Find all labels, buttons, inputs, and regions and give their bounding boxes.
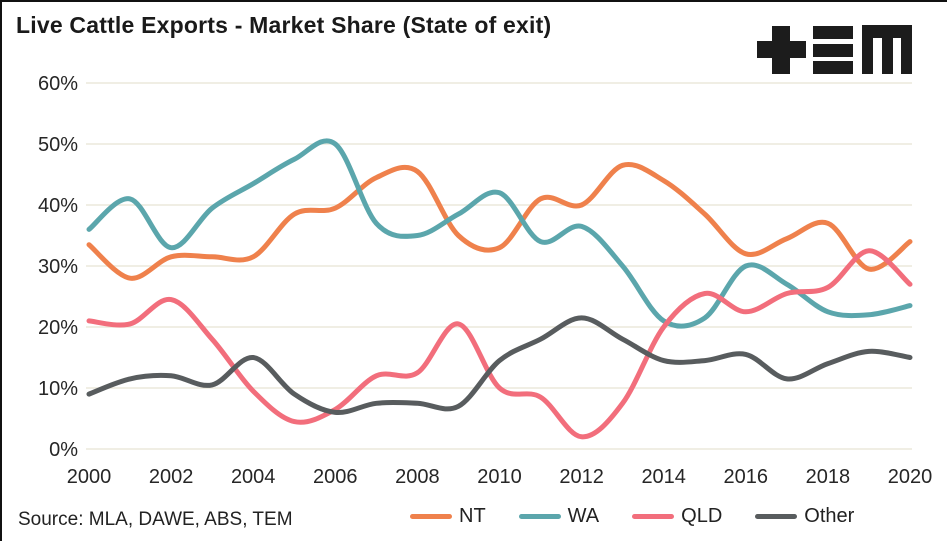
svg-text:20%: 20% <box>38 317 78 339</box>
svg-text:2012: 2012 <box>559 466 604 488</box>
legend-label-nt: NT <box>459 505 486 527</box>
svg-text:2002: 2002 <box>149 466 194 488</box>
svg-text:2008: 2008 <box>395 466 440 488</box>
legend-item-nt: NT <box>410 505 486 528</box>
svg-text:30%: 30% <box>38 256 78 278</box>
legend-item-wa: WA <box>518 505 600 528</box>
svg-text:2004: 2004 <box>231 466 276 488</box>
svg-text:40%: 40% <box>38 195 78 217</box>
chart-title: Live Cattle Exports - Market Share (Stat… <box>16 12 552 38</box>
tem-logo-icon <box>757 25 912 74</box>
legend-item-other: Other <box>755 505 854 528</box>
svg-text:2016: 2016 <box>724 466 769 488</box>
svg-text:2018: 2018 <box>806 466 851 488</box>
legend-item-qld: QLD <box>632 505 722 528</box>
svg-text:2006: 2006 <box>313 466 358 488</box>
svg-text:2010: 2010 <box>477 466 522 488</box>
nt-line-swatch <box>410 514 452 519</box>
line-chart-canvas: 0% 10% 20% 30% 40% 50% 60% 2000 2002 2004 2006 2008… <box>38 73 933 488</box>
svg-text:2020: 2020 <box>888 466 933 488</box>
chart-legend: NT WA QLD Other <box>410 505 854 528</box>
svg-text:60%: 60% <box>38 73 78 95</box>
other-line-swatch <box>755 514 798 519</box>
svg-text:10%: 10% <box>38 378 78 400</box>
svg-text:50%: 50% <box>38 134 78 156</box>
svg-text:2000: 2000 <box>67 466 112 488</box>
svg-text:2014: 2014 <box>641 466 686 488</box>
legend-label-wa: WA <box>567 505 600 527</box>
qld-line-swatch <box>632 514 675 519</box>
wa-line-swatch <box>518 514 561 519</box>
legend-label-other: Other <box>804 505 855 527</box>
svg-text:0%: 0% <box>49 439 78 461</box>
source-note: Source: MLA, DAWE, ABS, TEM <box>18 509 293 530</box>
legend-label-qld: QLD <box>681 505 723 527</box>
